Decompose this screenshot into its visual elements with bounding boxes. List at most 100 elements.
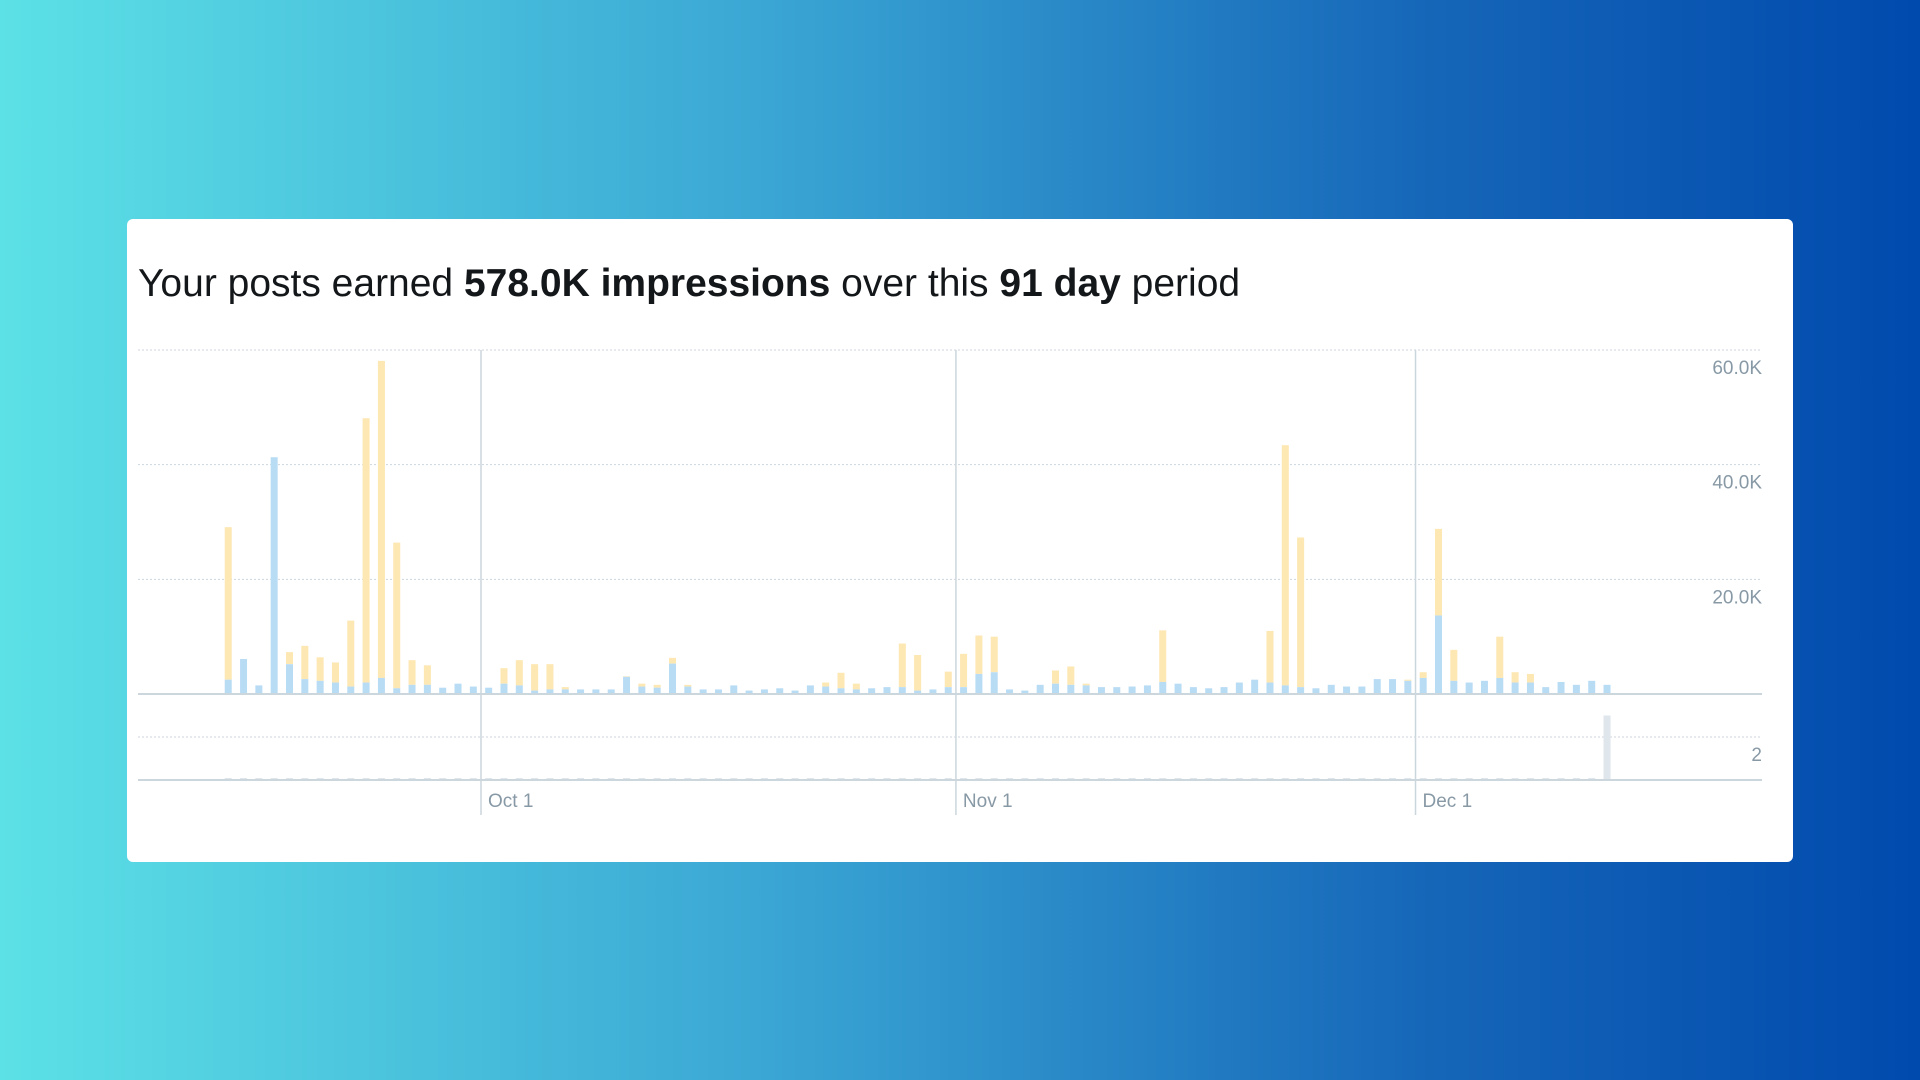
y-tick-label: 40.0K xyxy=(1712,473,1762,494)
bar-promoted xyxy=(1404,679,1412,681)
bar-organic xyxy=(1067,684,1075,694)
bar-organic xyxy=(1235,682,1243,694)
bar-organic xyxy=(301,679,309,694)
page-title: Your posts earned 578.0K impressions ove… xyxy=(138,262,1240,306)
bar-promoted xyxy=(898,643,906,688)
bar-organic xyxy=(592,689,600,694)
bar-organic xyxy=(1036,684,1044,694)
bar-organic xyxy=(1572,684,1580,694)
bar-organic xyxy=(1526,682,1534,694)
bar-promoted xyxy=(1450,649,1458,681)
bar-organic xyxy=(944,687,952,694)
bar-organic xyxy=(1511,682,1519,694)
bar-organic xyxy=(331,682,339,694)
impressions-total: 578.0K impressions xyxy=(463,262,831,305)
y-tick-label: 60.0K xyxy=(1712,358,1762,379)
y-tick-label: 20.0K xyxy=(1712,587,1762,608)
x-tick-label: Oct 1 xyxy=(488,791,533,812)
bar-organic xyxy=(960,687,968,694)
bar-organic xyxy=(1480,680,1488,694)
bar-organic xyxy=(638,686,646,694)
bar-organic xyxy=(1251,679,1259,694)
bar-promoted xyxy=(224,527,232,680)
bar-promoted xyxy=(990,636,998,673)
bar-organic xyxy=(515,685,523,694)
bar-promoted xyxy=(531,664,539,691)
bar-organic xyxy=(883,687,891,694)
bar-organic xyxy=(1450,680,1458,694)
bar-organic xyxy=(1389,679,1397,694)
bar-promoted xyxy=(377,360,385,678)
bar-organic xyxy=(347,686,355,694)
x-tick-label: Nov 1 xyxy=(963,791,1013,812)
bar-organic xyxy=(469,686,477,694)
bar-promoted xyxy=(362,418,370,683)
bar-organic xyxy=(1358,686,1366,694)
bar-organic xyxy=(500,683,508,694)
bar-organic xyxy=(1419,677,1427,694)
bar-organic xyxy=(1097,687,1105,694)
bar-promoted xyxy=(638,683,646,687)
bar-organic xyxy=(684,686,692,694)
bar-promoted xyxy=(316,657,324,681)
bar-organic xyxy=(1297,687,1305,694)
bar-organic xyxy=(1496,677,1504,694)
bar-promoted xyxy=(561,687,569,690)
bar-organic xyxy=(408,684,416,694)
bar-promoted xyxy=(301,645,309,680)
bar-organic xyxy=(914,690,922,694)
bar-organic xyxy=(454,683,462,694)
bar-organic xyxy=(1143,685,1151,694)
bar-organic xyxy=(1174,683,1182,694)
bar-organic xyxy=(1205,688,1213,694)
bar-organic xyxy=(423,684,431,694)
bar-promoted xyxy=(1297,537,1305,688)
bar-promoted xyxy=(500,668,508,684)
bar-promoted xyxy=(1052,670,1059,684)
bar-organic xyxy=(1588,680,1596,694)
bar-promoted xyxy=(1496,636,1504,678)
bar-organic xyxy=(1542,687,1550,694)
bar-organic xyxy=(607,689,615,694)
bar-organic xyxy=(224,679,232,694)
bar-organic xyxy=(822,686,830,694)
bar-organic xyxy=(270,457,278,694)
bar-promoted xyxy=(515,660,523,686)
impressions-card xyxy=(127,219,1793,862)
bar-organic xyxy=(1159,681,1167,694)
bar-organic xyxy=(929,689,937,694)
bar-organic xyxy=(1281,685,1289,694)
bar-organic xyxy=(653,687,661,694)
bar-organic xyxy=(669,663,676,694)
bar-promoted xyxy=(1435,528,1442,616)
bar-organic xyxy=(990,672,998,694)
bar-promoted xyxy=(623,676,631,677)
bar-promoted xyxy=(960,653,968,688)
bar-organic xyxy=(699,689,707,694)
bar-organic xyxy=(1128,686,1136,694)
bar-organic xyxy=(1465,682,1473,694)
bar-promoted xyxy=(944,671,952,688)
bar-organic xyxy=(1052,683,1059,694)
title-middle: over this xyxy=(830,262,1000,305)
bar-organic xyxy=(362,682,370,694)
bar-organic xyxy=(776,688,784,694)
bar-organic xyxy=(1312,688,1320,694)
bar-organic xyxy=(485,687,493,694)
bar-promoted xyxy=(669,657,676,664)
bar-promoted xyxy=(1082,683,1090,686)
bar-organic xyxy=(316,680,324,694)
bar-organic xyxy=(898,687,906,694)
bar-organic xyxy=(439,687,447,694)
bar-promoted xyxy=(546,664,554,690)
period-days: 91 day xyxy=(999,262,1121,305)
bar-promoted xyxy=(331,662,339,683)
bar-promoted xyxy=(914,655,922,691)
bar-organic xyxy=(1006,689,1014,694)
bar-organic xyxy=(393,688,401,694)
bar-organic xyxy=(791,690,799,694)
title-prefix: Your posts earned xyxy=(138,262,464,305)
bar-organic xyxy=(837,688,845,694)
bar-organic xyxy=(240,659,248,694)
bar-organic xyxy=(1557,681,1565,694)
